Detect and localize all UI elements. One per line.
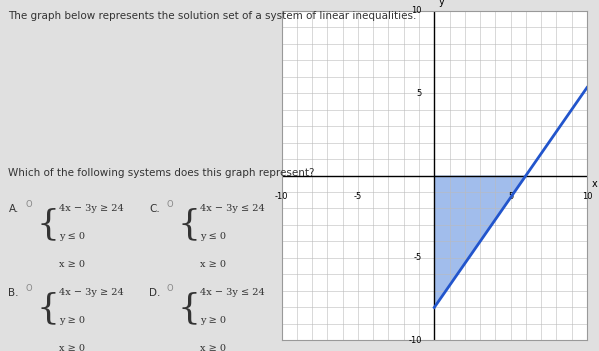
Text: O: O xyxy=(25,284,32,293)
Polygon shape xyxy=(434,176,526,307)
Text: x ≥ 0: x ≥ 0 xyxy=(200,344,226,351)
Text: D.: D. xyxy=(149,288,161,298)
Text: The graph below represents the solution set of a system of linear inequalities.: The graph below represents the solution … xyxy=(8,11,417,20)
Text: -10: -10 xyxy=(409,336,422,345)
Text: {: { xyxy=(177,291,200,325)
Text: y ≥ 0: y ≥ 0 xyxy=(59,316,85,325)
Text: -10: -10 xyxy=(275,192,288,201)
Text: y ≥ 0: y ≥ 0 xyxy=(200,316,226,325)
Text: 4x − 3y ≤ 24: 4x − 3y ≤ 24 xyxy=(200,204,265,213)
Text: y ≤ 0: y ≤ 0 xyxy=(200,232,226,241)
Text: {: { xyxy=(177,207,200,241)
Text: 4x − 3y ≤ 24: 4x − 3y ≤ 24 xyxy=(200,288,265,297)
Text: {: { xyxy=(37,207,59,241)
Text: 4x − 3y ≥ 24: 4x − 3y ≥ 24 xyxy=(59,288,124,297)
Text: 10: 10 xyxy=(582,192,592,201)
Text: O: O xyxy=(166,284,173,293)
Text: {: { xyxy=(37,291,59,325)
Text: 5: 5 xyxy=(417,88,422,98)
Text: y ≤ 0: y ≤ 0 xyxy=(59,232,85,241)
Text: 10: 10 xyxy=(412,6,422,15)
Text: O: O xyxy=(166,200,173,209)
Text: x ≥ 0: x ≥ 0 xyxy=(59,260,85,269)
Text: C.: C. xyxy=(149,204,160,213)
Text: O: O xyxy=(25,200,32,209)
Text: x ≥ 0: x ≥ 0 xyxy=(59,344,85,351)
Text: 4x − 3y ≥ 24: 4x − 3y ≥ 24 xyxy=(59,204,124,213)
Text: -5: -5 xyxy=(354,192,362,201)
Text: x: x xyxy=(592,179,598,189)
Text: -5: -5 xyxy=(414,253,422,263)
Text: y: y xyxy=(439,0,445,7)
Text: x ≥ 0: x ≥ 0 xyxy=(200,260,226,269)
Text: A.: A. xyxy=(8,204,19,213)
Text: Which of the following systems does this graph represent?: Which of the following systems does this… xyxy=(8,168,315,178)
Text: 5: 5 xyxy=(508,192,513,201)
Text: B.: B. xyxy=(8,288,19,298)
